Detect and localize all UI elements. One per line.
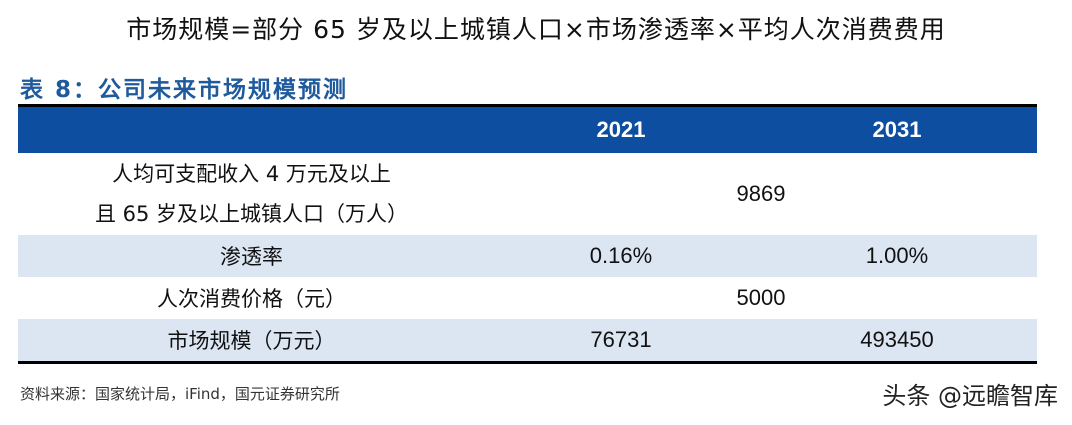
market-size-table: 2021 2031 人均可支配收入 4 万元及以上且 65 岁及以上城镇人口（万…: [18, 104, 1037, 364]
table-row: 渗透率 0.16% 1.00%: [18, 235, 1037, 277]
watermark: 头条 @远瞻智库: [882, 382, 1058, 410]
value-2031: 493450: [757, 319, 1037, 363]
source-note: 资料来源：国家统计局，iFind，国元证券研究所: [20, 385, 340, 403]
merged-value: 5000: [736, 285, 786, 310]
row-label: 人次消费价格（元）: [157, 287, 346, 311]
row-label-line1: 人均可支配收入 4 万元及以上: [112, 162, 391, 186]
row-label: 渗透率: [18, 235, 485, 277]
table-row: 人次消费价格（元） 5000: [18, 277, 1037, 319]
value-2031: 1.00%: [757, 235, 1037, 277]
row-label: 人均可支配收入 4 万元及以上且 65 岁及以上城镇人口（万人）: [18, 153, 485, 235]
value-2021: 76731: [485, 319, 757, 363]
merged-value: 9869: [736, 181, 786, 206]
header-row: 2021 2031: [18, 105, 1037, 153]
formula-text: 市场规模=部分 65 岁及以上城镇人口×市场渗透率×平均人次消费费用: [126, 15, 946, 44]
value-2021: 0.16%: [485, 235, 757, 277]
header-blank: [18, 105, 485, 153]
header-2031: 2031: [757, 105, 1037, 153]
row-label: 市场规模（万元）: [18, 319, 485, 363]
table-row: 市场规模（万元） 76731 493450: [18, 319, 1037, 363]
row-label-line2: 且 65 岁及以上城镇人口（万人）: [94, 202, 409, 226]
table-row: 人均可支配收入 4 万元及以上且 65 岁及以上城镇人口（万人） 9869: [18, 153, 1037, 235]
table-caption: 表 8：公司未来市场规模预测: [20, 77, 349, 103]
header-2021: 2021: [485, 105, 757, 153]
